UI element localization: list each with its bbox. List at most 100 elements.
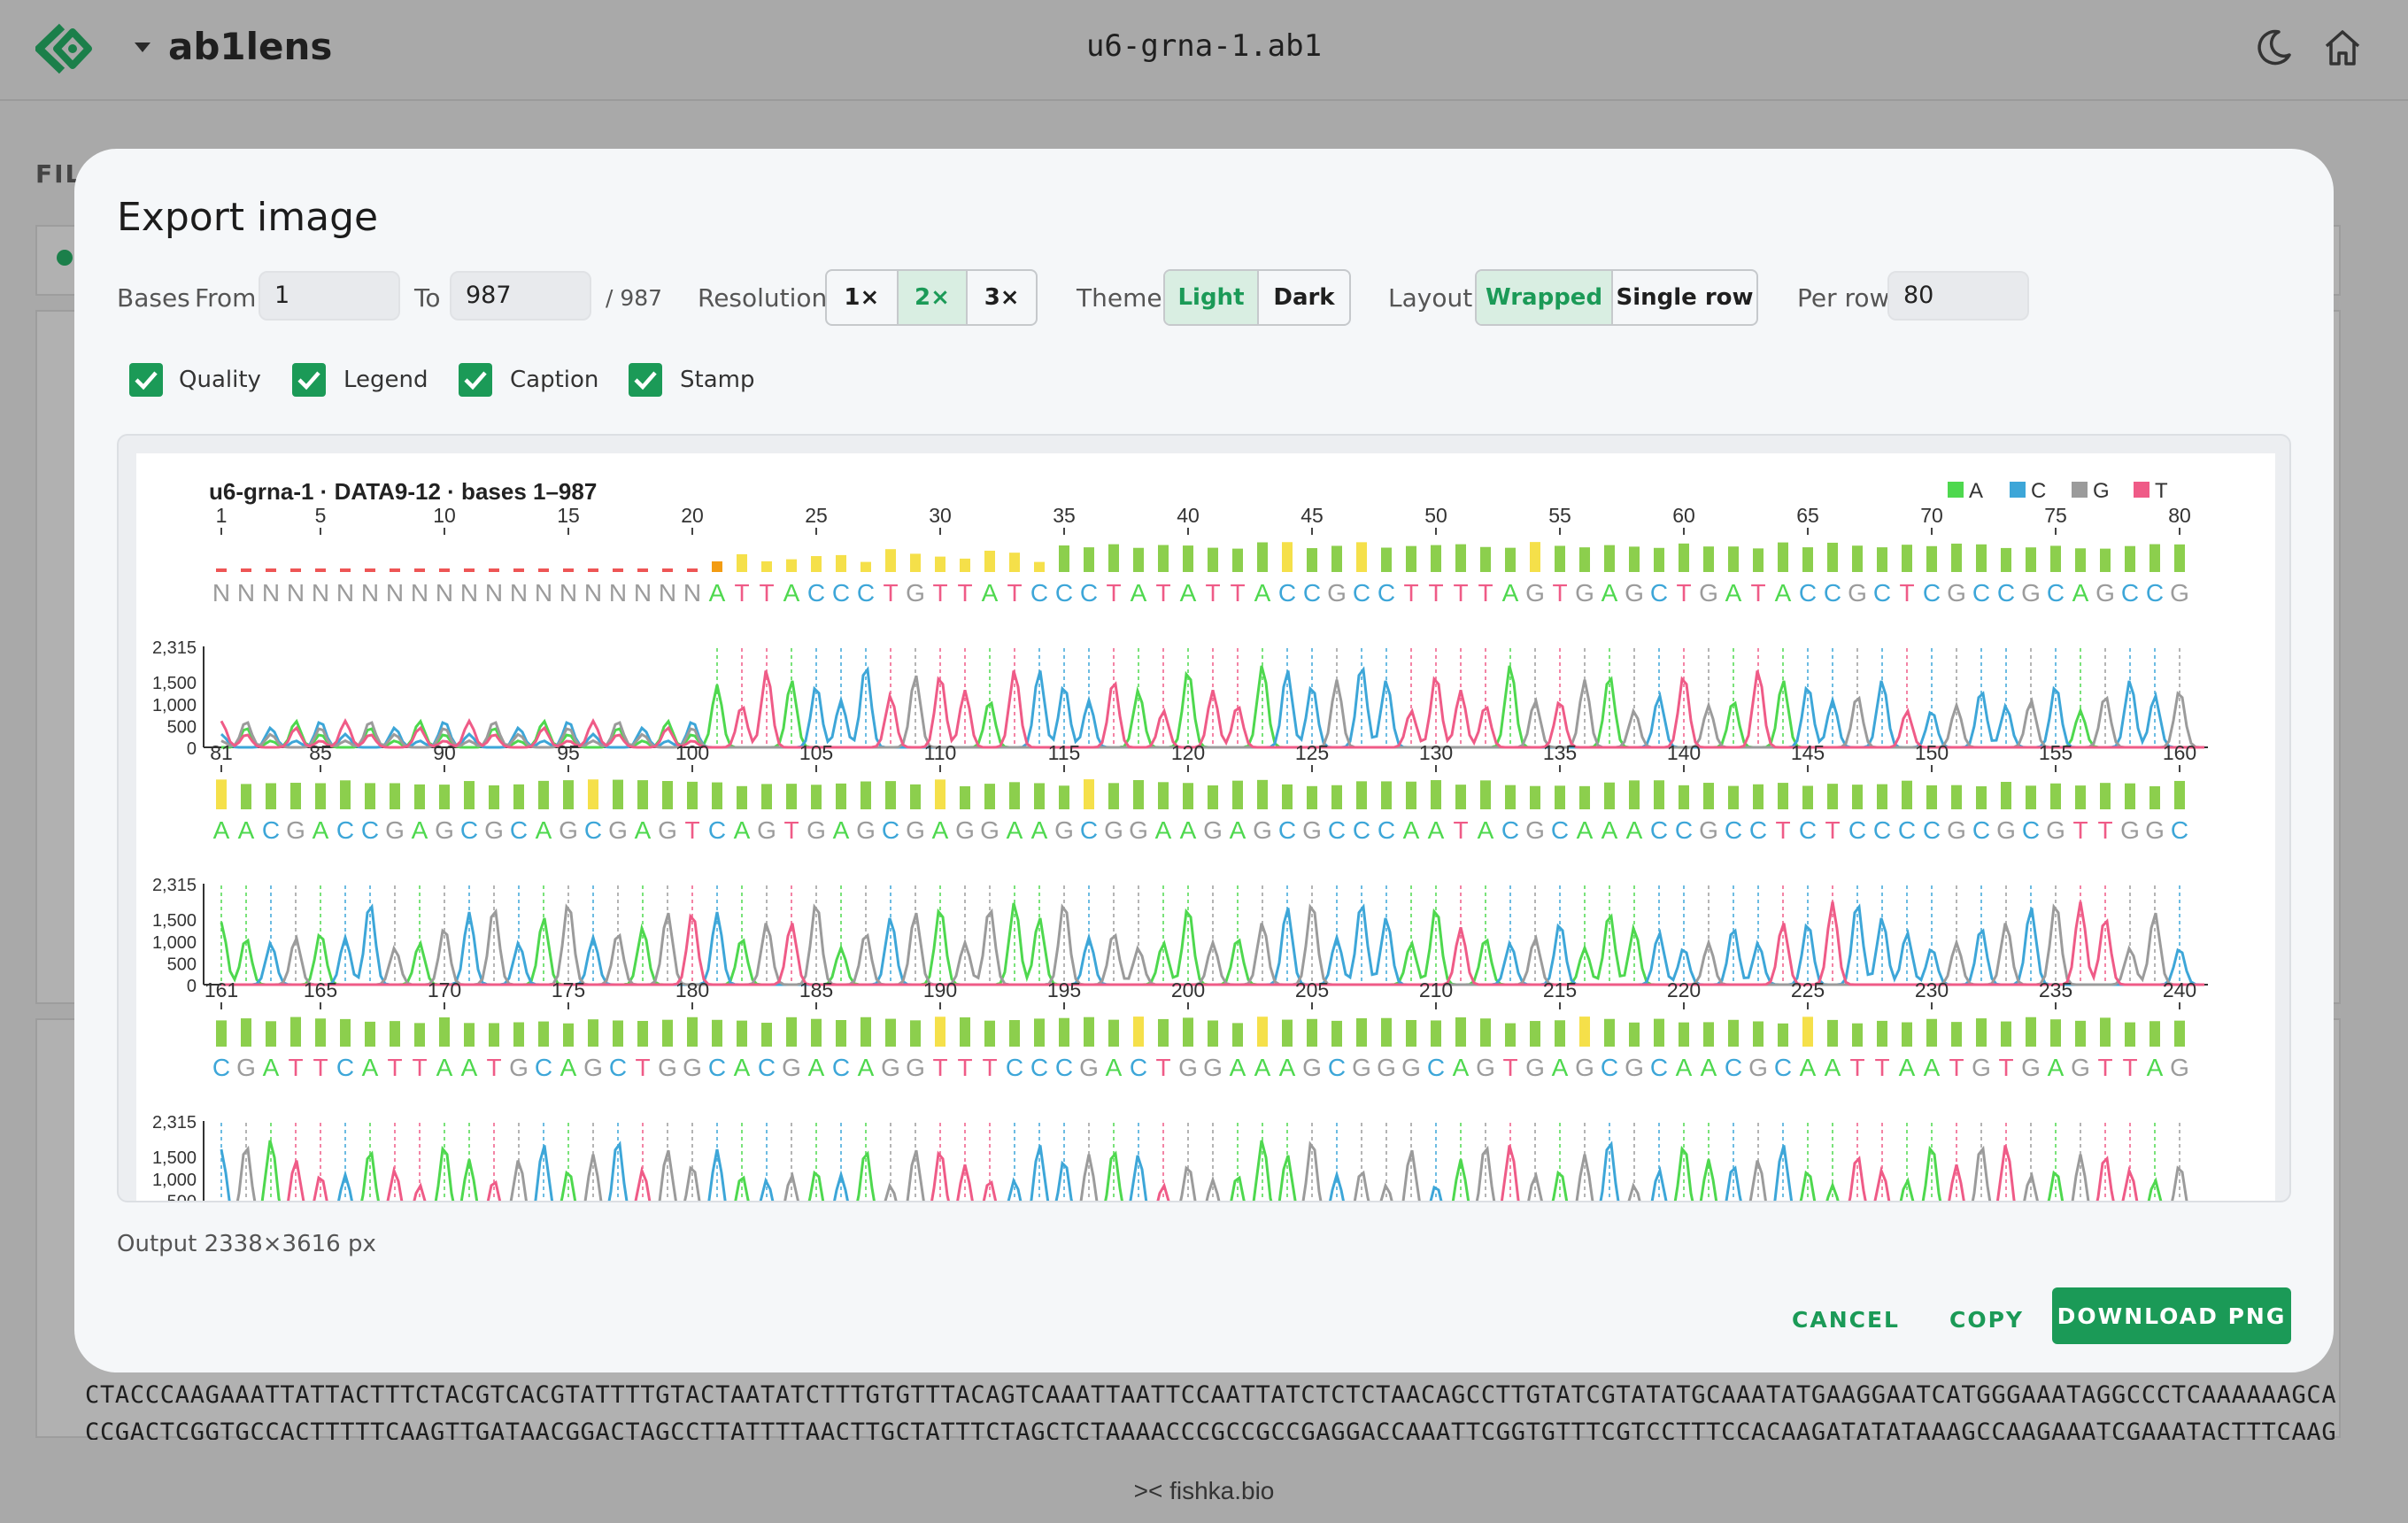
base-call: G	[2021, 1054, 2041, 1081]
quality-bar	[315, 783, 326, 809]
quality-bar	[2100, 548, 2111, 572]
legend-checkbox-label[interactable]: Legend	[343, 367, 428, 393]
quality-bar	[588, 1019, 598, 1047]
position-tick-label: 35	[1053, 504, 1076, 527]
base-call: N	[212, 579, 230, 607]
quality-bar	[1307, 785, 1317, 809]
y-tick-label: 2,315	[152, 1113, 197, 1133]
quality-bar	[1728, 1019, 1739, 1047]
quality-checkbox-label[interactable]: Quality	[179, 367, 261, 393]
base-call: C	[1328, 1054, 1346, 1081]
base-call: N	[436, 579, 453, 607]
position-tick-label: 130	[1419, 741, 1453, 764]
quality-bar	[1356, 542, 1367, 572]
quality-bar	[1902, 1022, 1912, 1047]
base-call: C	[1551, 816, 1569, 844]
quality-bar	[1183, 783, 1193, 809]
base-call: A	[1577, 816, 1594, 844]
cancel-button[interactable]: CANCEL	[1792, 1307, 1900, 1333]
quality-bar	[1926, 545, 1937, 572]
base-call: C	[1675, 816, 1693, 844]
quality-bar	[1208, 1020, 1218, 1047]
quality-bar	[1877, 784, 1887, 809]
quality-bar	[861, 1017, 871, 1047]
quality-bar	[216, 568, 227, 572]
y-tick-label: 0	[187, 739, 197, 759]
files-section-label: FIL	[35, 159, 83, 189]
legend-checkbox[interactable]	[292, 363, 326, 397]
base-call: G	[1699, 579, 1718, 607]
quality-bar	[786, 1017, 797, 1047]
theme-option-dark[interactable]: Dark	[1256, 271, 1349, 324]
caption-checkbox-label[interactable]: Caption	[510, 367, 599, 393]
base-call: A	[734, 1054, 751, 1081]
position-tick-label: 180	[675, 978, 709, 1001]
quality-bar	[365, 568, 375, 572]
caret-down-icon[interactable]	[135, 43, 150, 52]
position-tick-label: 1	[216, 504, 228, 527]
quality-bar	[910, 784, 921, 809]
position-tick-label: 165	[304, 978, 337, 1001]
copy-button[interactable]: COPY	[1949, 1307, 2025, 1333]
quality-bar	[1753, 1021, 1764, 1047]
stamp-checkbox-label[interactable]: Stamp	[680, 367, 755, 393]
base-call: T	[1428, 579, 1443, 607]
base-call: A	[1701, 1054, 1717, 1081]
home-icon[interactable]	[2321, 27, 2364, 69]
position-tick-label: 95	[557, 741, 580, 764]
base-call: A	[1775, 579, 1792, 607]
base-call: G	[2071, 1054, 2090, 1081]
quality-bar	[811, 1018, 822, 1047]
quality-bar	[538, 780, 549, 809]
moon-icon[interactable]	[2252, 27, 2295, 69]
from-input[interactable]: 1	[259, 271, 400, 321]
base-call: A	[1453, 1054, 1470, 1081]
quality-bar	[2149, 1021, 2160, 1047]
quality-bar	[613, 1020, 623, 1047]
stamp-checkbox[interactable]	[629, 363, 662, 397]
base-call: C	[1055, 579, 1073, 607]
layout-option-wrapped[interactable]: Wrapped	[1477, 271, 1612, 324]
base-call: N	[411, 579, 428, 607]
resolution-option-1x[interactable]: 1×	[844, 284, 880, 311]
download-png-button[interactable]: DOWNLOAD PNG	[2052, 1287, 2291, 1344]
base-call: N	[535, 579, 552, 607]
caption-checkbox[interactable]	[459, 363, 492, 397]
theme-option-light[interactable]: Light	[1165, 271, 1257, 324]
base-call: T	[412, 1054, 427, 1081]
logo-icon[interactable]	[35, 23, 94, 74]
position-tick-label: 145	[1791, 741, 1825, 764]
base-call: G	[683, 1054, 702, 1081]
resolution-option-3x[interactable]: 3×	[966, 271, 1036, 324]
base-call: G	[1476, 1054, 1495, 1081]
quality-bar	[588, 568, 598, 572]
quality-bar	[984, 550, 995, 572]
base-call: C	[2047, 579, 2065, 607]
image-preview[interactable]: u6-grna-1 · DATA9-12 · bases 1–987 A C G T 1 5…	[117, 434, 2291, 1202]
base-call: T	[1775, 816, 1790, 844]
per-row-input[interactable]: 80	[1887, 271, 2029, 321]
quality-bar	[1331, 545, 1342, 572]
footer-brand[interactable]: >< fishka.bio	[1133, 1477, 1275, 1504]
to-input[interactable]: 987	[450, 271, 591, 321]
quality-bar	[1604, 782, 1615, 809]
base-call: C	[708, 1054, 726, 1081]
position-tick-label: 65	[1796, 504, 1819, 527]
position-tick-label: 185	[799, 978, 833, 1001]
quality-bar	[1455, 544, 1466, 572]
quality-checkbox[interactable]	[129, 363, 163, 397]
base-call: N	[634, 579, 652, 607]
quality-bar	[1778, 1023, 1788, 1047]
dialog-title: Export image	[117, 195, 379, 240]
position-tick-label: 45	[1300, 504, 1324, 527]
position-tick-label: 55	[1548, 504, 1571, 527]
quality-bar	[1158, 1018, 1169, 1047]
quality-bar	[2174, 544, 2185, 572]
resolution-option-2x[interactable]: 2×	[896, 271, 967, 324]
base-call: T	[635, 1054, 650, 1081]
quality-bar	[2149, 544, 2160, 572]
quality-bar	[737, 553, 747, 572]
base-call: G	[1327, 579, 1347, 607]
quality-bar	[1555, 545, 1565, 572]
layout-option-single-row[interactable]: Single row	[1611, 271, 1756, 324]
